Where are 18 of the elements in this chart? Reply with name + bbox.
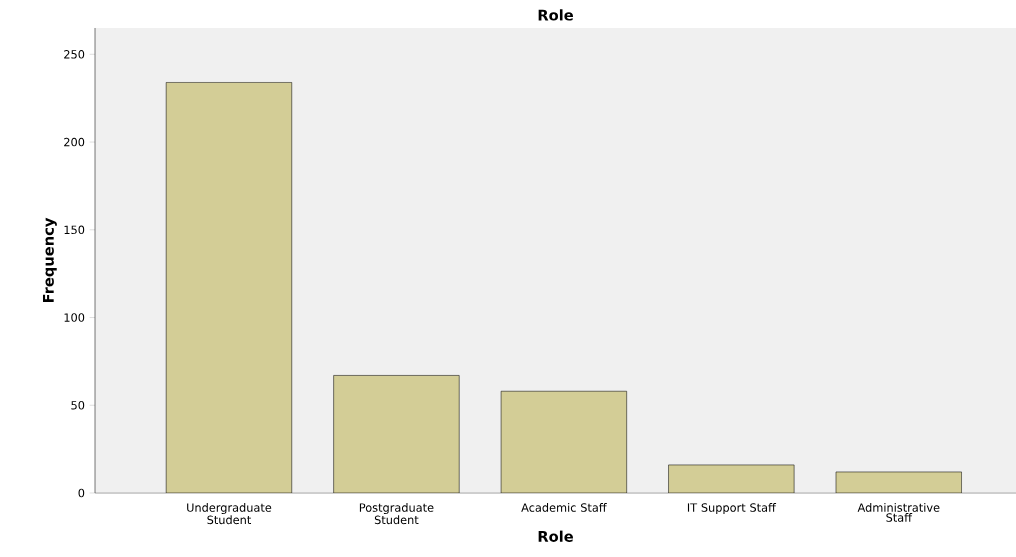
- x-tick-label: Academic Staff: [521, 503, 607, 512]
- y-tick-label: 100: [64, 313, 85, 322]
- bar: [501, 391, 627, 493]
- bar: [668, 464, 795, 493]
- x-tick-label: Postgraduate Student: [359, 503, 434, 525]
- y-tick-label: 250: [64, 50, 85, 59]
- y-tick-label: 50: [71, 400, 85, 410]
- y-axis-title: Frequency: [42, 217, 57, 303]
- x-tick-label: IT Support Staff: [687, 503, 777, 515]
- y-tick-label: 150: [64, 225, 85, 235]
- bar: [333, 375, 460, 493]
- x-axis-title: Role: [538, 530, 573, 542]
- x-tick-label: Administrative Staff: [857, 503, 940, 522]
- y-tick-label: 200: [64, 137, 85, 147]
- y-tick-label: 0: [78, 488, 85, 498]
- bar: [166, 82, 292, 493]
- x-tick-label: Undergraduate Student: [187, 503, 272, 525]
- chart-title: Role: [538, 9, 573, 21]
